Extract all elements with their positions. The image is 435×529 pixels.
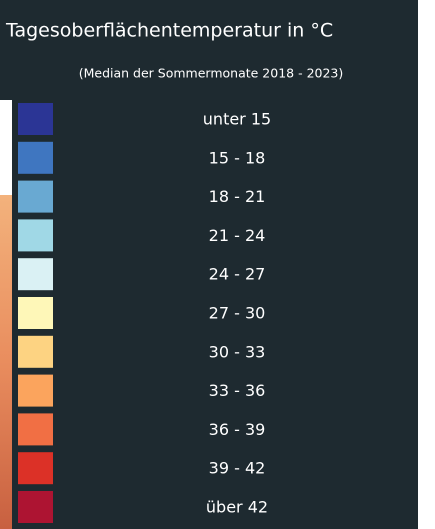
legend-label: 33 - 36 — [209, 381, 266, 400]
legend-swatch — [18, 336, 53, 368]
legend-swatch — [18, 103, 53, 135]
legend-title: Tagesoberflächentemperatur in °C — [5, 20, 333, 42]
legend-label: 36 - 39 — [209, 420, 266, 439]
legend-header — [0, 0, 418, 100]
legend-swatch — [18, 142, 53, 174]
legend-label: 21 - 24 — [209, 226, 266, 245]
legend-swatch — [18, 219, 53, 251]
legend-label: 15 - 18 — [209, 148, 266, 167]
legend-label: 18 - 21 — [209, 187, 266, 206]
legend-label: 30 - 33 — [209, 342, 266, 361]
legend-swatch — [18, 297, 53, 329]
legend-label: 27 - 30 — [209, 304, 266, 323]
legend-swatch — [18, 181, 53, 213]
legend-screenshot: Tagesoberflächentemperatur in °C (Median… — [0, 0, 435, 529]
legend-subtitle: (Median der Sommermonate 2018 - 2023) — [79, 66, 344, 81]
legend-swatch — [18, 452, 53, 484]
legend-swatch — [18, 258, 53, 290]
legend-swatch — [18, 413, 53, 445]
legend-label: unter 15 — [203, 110, 271, 129]
map-background — [0, 195, 14, 529]
legend-label: über 42 — [206, 498, 268, 517]
legend-label: 39 - 42 — [209, 459, 266, 478]
legend-swatch — [18, 375, 53, 407]
legend-label: 24 - 27 — [209, 265, 266, 284]
legend-swatch — [18, 491, 53, 523]
